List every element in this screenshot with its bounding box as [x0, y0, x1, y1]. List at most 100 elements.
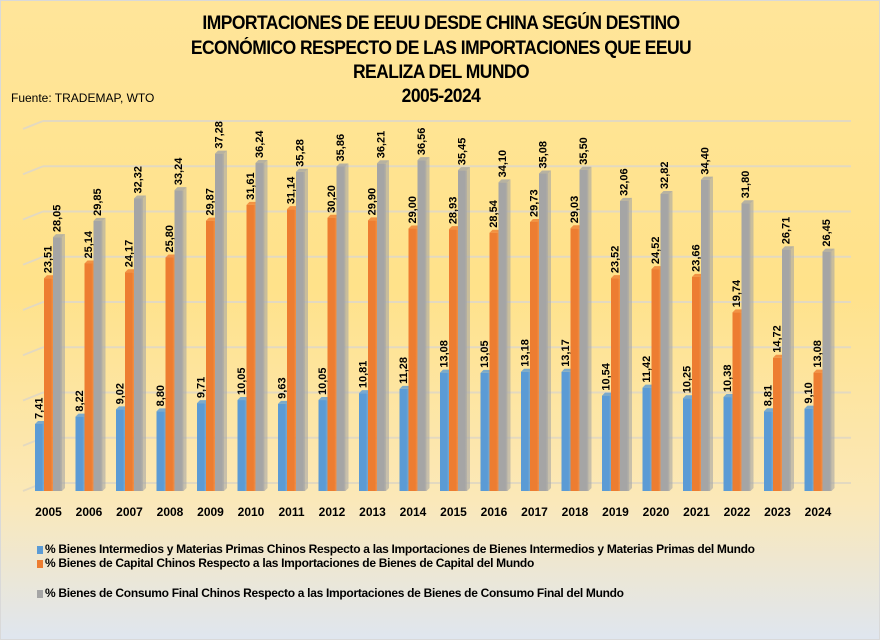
data-label: 32,32 [133, 166, 145, 194]
data-label: 13,05 [479, 340, 491, 368]
gridline-depth [22, 301, 44, 311]
chart-title-line-1: IMPORTACIONES DE EEUU DESDE CHINA SEGÚN … [202, 13, 680, 34]
data-label: 33,24 [173, 157, 185, 185]
bar-capital-2010 [246, 204, 256, 491]
bar-consumo-2018 [579, 169, 589, 491]
data-label: 14,72 [772, 325, 784, 353]
bar-intermedios-2014 [399, 388, 409, 491]
bar-side [183, 187, 187, 492]
data-label: 7,41 [34, 398, 46, 419]
data-label: 29,85 [92, 188, 104, 216]
data-label: 32,82 [659, 161, 671, 189]
bar-intermedios-2006 [75, 416, 85, 491]
data-label: 32,06 [619, 168, 631, 196]
data-label: 28,93 [448, 197, 460, 225]
data-label: 28,05 [52, 205, 64, 233]
chart-source: Fuente: TRADEMAP, WTO [11, 91, 155, 105]
bar-top [498, 179, 511, 183]
bar-capital-2007 [125, 272, 134, 491]
bar-side [629, 197, 632, 491]
bar-intermedios-2011 [278, 403, 287, 491]
chart-title-line-4: 2005-2024 [401, 86, 481, 107]
data-label: 26,45 [821, 219, 833, 247]
data-label: 24,52 [650, 237, 662, 265]
bar-top [579, 166, 592, 170]
bar-capital-2018 [570, 228, 580, 491]
data-label: 10,81 [358, 361, 370, 389]
bar-consumo-2009 [215, 153, 224, 491]
bar-consumo-2010 [255, 163, 265, 491]
data-label: 25,14 [83, 230, 95, 258]
data-label: 30,20 [326, 185, 338, 213]
bar-capital-2009 [206, 220, 215, 491]
bar-consumo-2020 [660, 193, 670, 491]
x-tick-label: 2015 [440, 505, 467, 519]
data-label: 23,51 [43, 246, 55, 274]
data-label: 34,40 [700, 147, 712, 175]
bar-side [264, 160, 268, 491]
legend-item-intermedios: % Bienes Intermedios y Materias Primas C… [37, 542, 857, 556]
bar-capital-2005 [44, 278, 53, 491]
bar-top [336, 163, 349, 167]
data-label: 9,10 [803, 382, 815, 403]
data-label: 29,73 [529, 189, 541, 217]
bar-top [93, 217, 106, 221]
data-label: 19,74 [731, 279, 743, 307]
bar-consumo-2015 [458, 170, 467, 492]
bar-consumo-2011 [296, 171, 305, 491]
bar-top [174, 187, 187, 191]
bar-consumo-2007 [134, 198, 143, 491]
data-label: 10,25 [682, 366, 694, 394]
bar-intermedios-2016 [480, 372, 490, 491]
data-label: 13,18 [520, 339, 532, 367]
legend-item-capital: % Bienes de Capital Chinos Respecto a la… [37, 556, 857, 570]
x-tick-label: 2016 [481, 505, 508, 519]
bar-consumo-2014 [417, 160, 427, 491]
data-label: 36,21 [376, 131, 388, 159]
x-tick-label: 2017 [521, 505, 548, 519]
bar-intermedios-2013 [359, 393, 368, 491]
bar-intermedios-2019 [602, 395, 611, 491]
bar-side [750, 200, 754, 491]
legend-item-consumo: % Bienes de Consumo Final Chinos Respect… [37, 586, 857, 600]
x-tick-label: 2010 [238, 505, 265, 519]
legend-label: % Bienes de Consumo Final Chinos Respect… [45, 586, 624, 600]
chart-legend: % Bienes Intermedios y Materias Primas C… [37, 542, 857, 600]
x-tick-label: 2018 [562, 505, 589, 519]
bar-capital-2008 [165, 257, 175, 491]
bar-intermedios-2008 [156, 411, 166, 491]
data-label: 29,87 [205, 188, 217, 216]
legend-swatch-blue [37, 546, 43, 554]
bar-capital-2023 [773, 357, 782, 491]
bar-intermedios-2010 [237, 400, 247, 491]
bar-capital-2021 [692, 276, 701, 491]
data-label: 13,08 [439, 340, 451, 368]
bar-intermedios-2018 [561, 371, 571, 491]
bar-side [467, 167, 470, 492]
bar-top [134, 195, 146, 199]
x-tick-label: 2022 [724, 505, 751, 519]
bar-capital-2015 [449, 229, 458, 491]
data-label: 36,24 [254, 130, 266, 158]
bar-side [224, 150, 227, 491]
x-tick-label: 2023 [764, 505, 791, 519]
bar-consumo-2019 [620, 200, 629, 491]
bar-consumo-2006 [93, 220, 103, 492]
bar-intermedios-2012 [318, 400, 328, 491]
bar-intermedios-2007 [116, 409, 125, 491]
bar-side [143, 195, 146, 491]
bar-side [386, 160, 389, 491]
bar-intermedios-2024 [804, 408, 814, 491]
bar-top [255, 160, 268, 164]
x-tick-label: 2011 [278, 505, 304, 519]
x-tick-label: 2008 [157, 505, 184, 519]
bar-intermedios-2023 [764, 411, 773, 491]
bar-top [660, 190, 673, 194]
bar-capital-2014 [408, 228, 418, 492]
data-label: 35,08 [538, 141, 550, 169]
bar-top [701, 176, 713, 180]
bar-top [417, 157, 430, 161]
bar-side [831, 248, 835, 491]
bar-side [426, 157, 430, 491]
